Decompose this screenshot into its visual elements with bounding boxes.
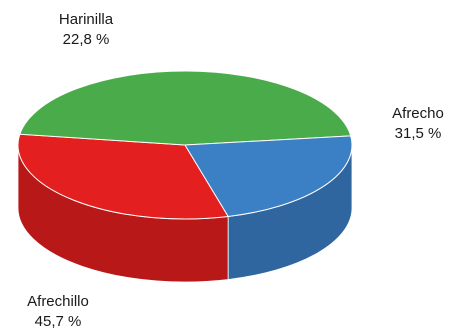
label-harinilla-value: 22,8 %: [62, 31, 110, 48]
label-afrechillo: Afrechillo 45,7 %: [8, 292, 108, 332]
label-afrecho: Afrecho 31,5 %: [380, 104, 456, 144]
label-harinilla: Harinilla 22,8 %: [36, 10, 136, 50]
slice-harinilla: [184, 135, 353, 218]
label-afrechillo-name: Afrechillo: [27, 293, 89, 310]
label-afrecho-name: Afrecho: [392, 105, 444, 122]
label-harinilla-name: Harinilla: [58, 11, 114, 28]
slice-afrecho: [17, 133, 230, 220]
label-afrecho-value: 31,5 %: [394, 125, 442, 142]
label-afrechillo-value: 45,7 %: [34, 313, 82, 330]
slice-afrechillo: [19, 70, 352, 146]
